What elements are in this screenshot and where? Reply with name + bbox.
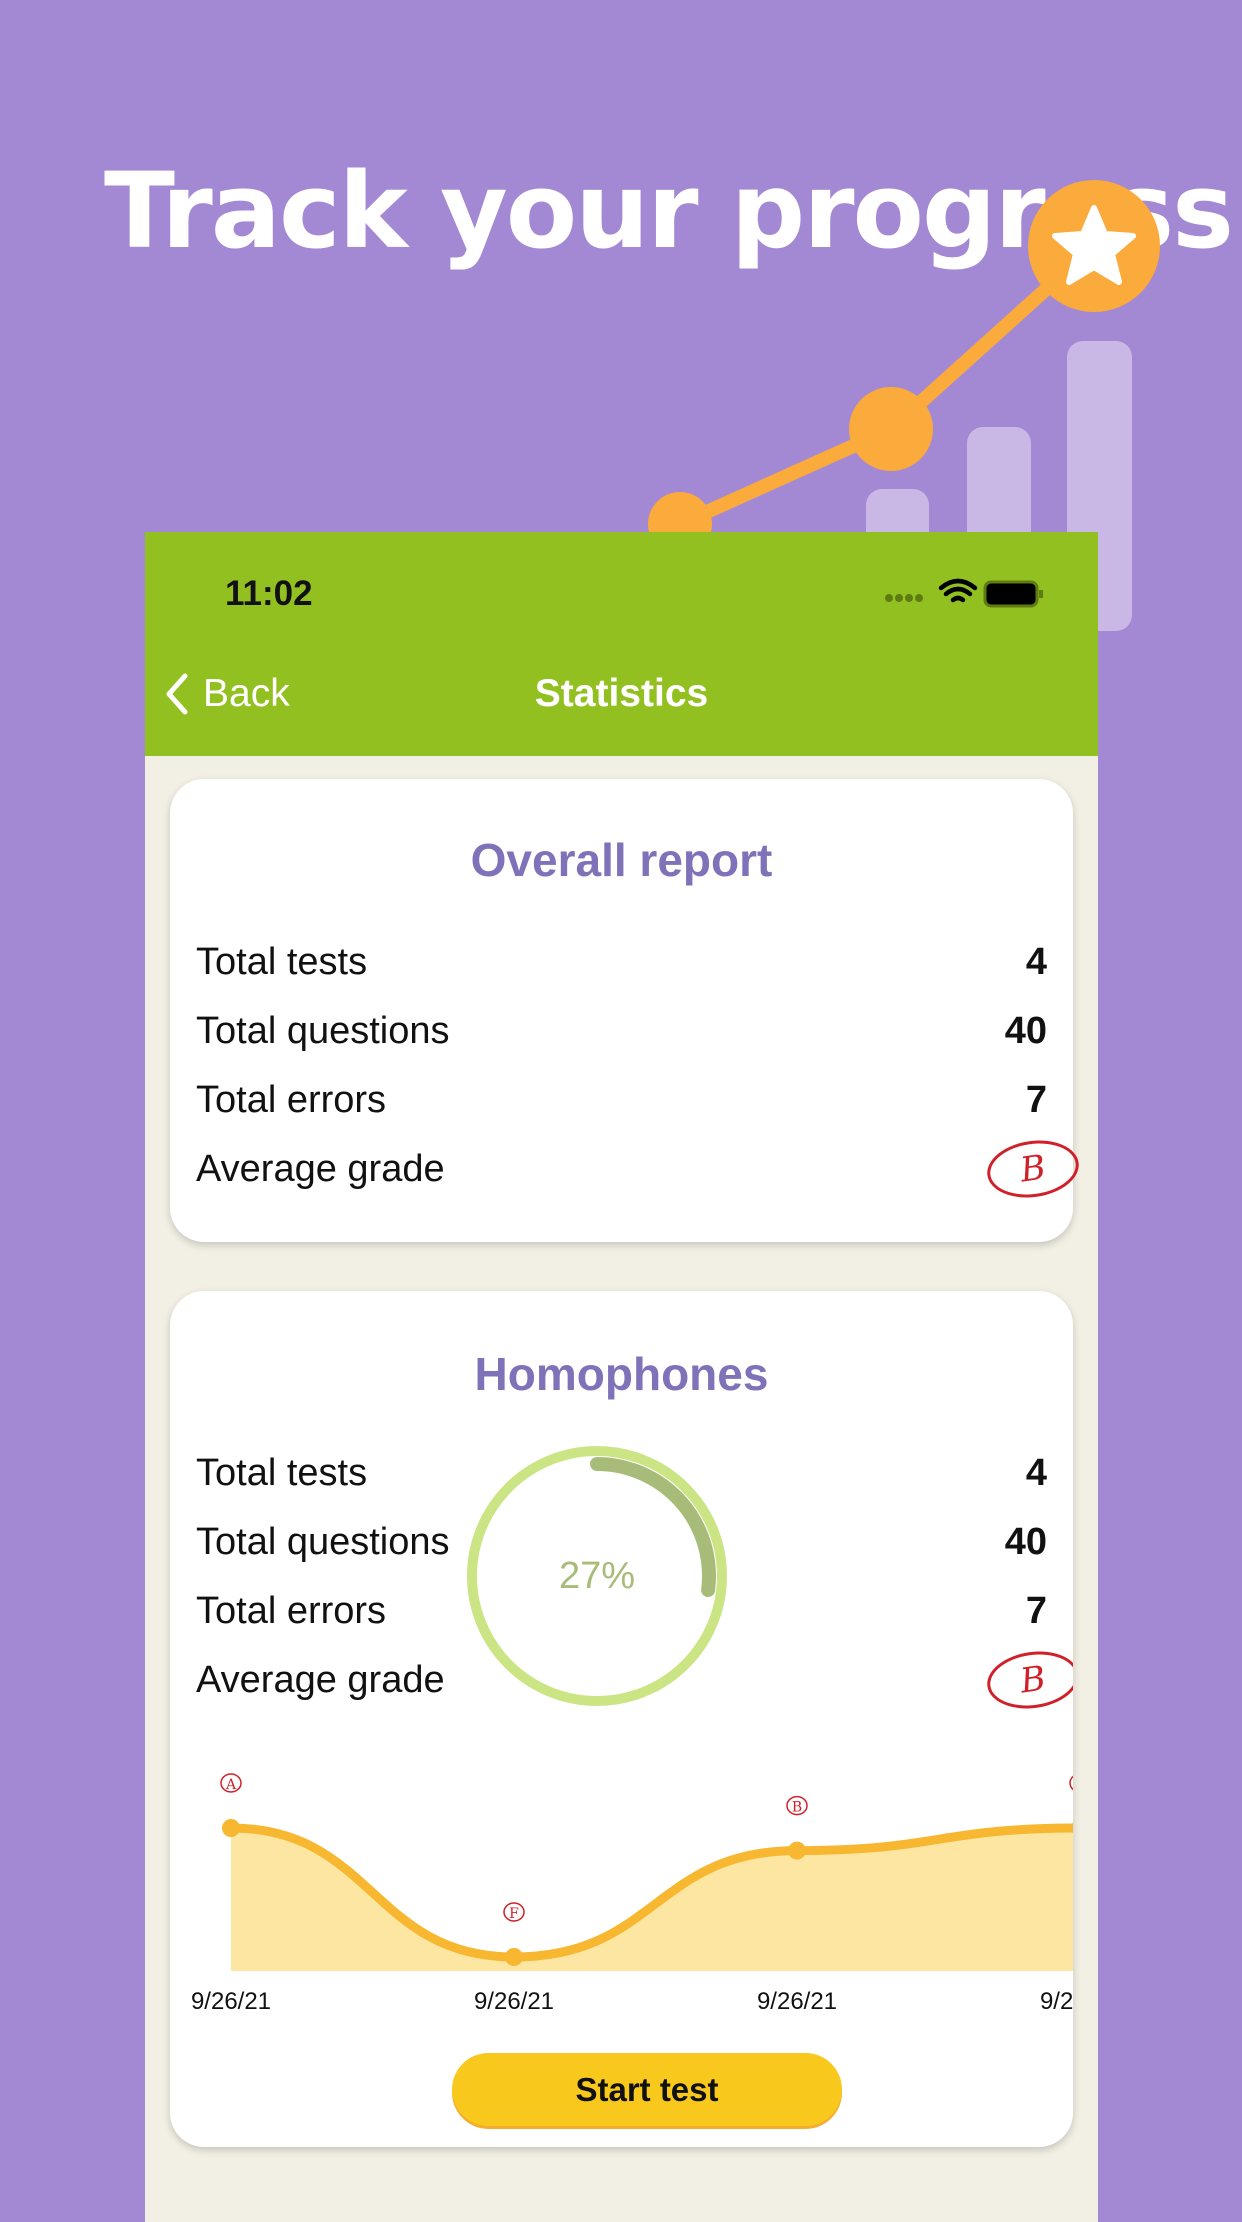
chart-point xyxy=(1071,1822,1073,1834)
nav-bar: 11:02 Back Statistics xyxy=(145,532,1098,756)
point-grade-label: A xyxy=(225,1777,237,1793)
point-grade-label: B xyxy=(792,1800,802,1816)
battery-icon xyxy=(983,580,1039,608)
status-time: 11:02 xyxy=(225,574,313,613)
grade-badge: B xyxy=(983,1134,1083,1204)
phone-screen: 11:02 Back Statistics Overall report Tot… xyxy=(145,532,1098,2222)
stat-value: 40 xyxy=(1004,1520,1047,1563)
chart-line xyxy=(230,1823,1073,1962)
stat-row: Total errors 7 xyxy=(196,1586,1047,1636)
x-tick-label: 9/26/21 xyxy=(1040,1988,1073,2015)
stat-row: Average grade B xyxy=(196,1645,1073,1715)
point-grade-circle xyxy=(503,1902,525,1922)
point-grade-label: F xyxy=(509,1906,519,1922)
x-tick-label: 9/26/21 xyxy=(757,1988,837,2015)
progress-label: 27% xyxy=(559,1555,635,1597)
card-title: Homophones xyxy=(474,1348,769,1400)
stat-value: 7 xyxy=(1025,1078,1047,1121)
point-grade-circle xyxy=(1069,1775,1073,1791)
stat-row: Total errors 7 xyxy=(196,1075,1047,1125)
status-icons xyxy=(885,578,1043,608)
stat-value: 7 xyxy=(1025,1589,1047,1632)
stat-label: Total tests xyxy=(196,1451,368,1494)
wifi-icon xyxy=(938,578,978,603)
stat-row: Total questions 40 xyxy=(196,1517,1047,1567)
stat-value: 4 xyxy=(1025,1451,1047,1494)
stat-label: Total errors xyxy=(196,1589,387,1632)
stat-label: Total tests xyxy=(196,940,368,983)
stat-label: Average grade xyxy=(196,1147,445,1190)
chart-point xyxy=(788,1841,806,1860)
progress-ring: 27% xyxy=(467,1446,727,1706)
x-tick-label: 9/26/21 xyxy=(474,1988,554,2015)
chevron-left-icon xyxy=(166,673,188,715)
chart-point xyxy=(505,1948,523,1966)
chart-area xyxy=(231,1828,1073,1971)
x-tick-label: 9/26/21 xyxy=(191,1988,271,2015)
start-test-button[interactable]: Start test xyxy=(452,2053,842,2126)
stat-row: Average grade B xyxy=(196,1134,1083,1204)
stat-label: Total questions xyxy=(196,1520,450,1563)
stat-row: Total tests 4 xyxy=(196,937,1047,987)
stat-value: 40 xyxy=(1004,1009,1047,1052)
card-title: Overall report xyxy=(470,834,773,886)
stat-value: 4 xyxy=(1025,940,1047,983)
back-label: Back xyxy=(203,672,290,715)
stat-row: Total tests 4 xyxy=(196,1448,1047,1498)
stat-label: Average grade xyxy=(196,1658,445,1701)
stat-label: Total errors xyxy=(196,1078,387,1121)
point-grade-circle xyxy=(786,1795,808,1816)
signal-dots-icon xyxy=(885,594,923,602)
back-button[interactable]: Back xyxy=(165,672,290,716)
homophones-card: Homophones 27% Total tests 4 Total questi… xyxy=(170,1291,1073,2147)
star-icon xyxy=(1052,205,1136,285)
overall-report-card: Overall report Total tests 4 Total questi… xyxy=(170,779,1083,1242)
progress-arc xyxy=(590,1457,716,1598)
dot-decor xyxy=(849,387,933,471)
page-title: Statistics xyxy=(534,672,709,715)
point-grade-circle xyxy=(220,1773,242,1793)
chart-point xyxy=(222,1819,240,1837)
stat-label: Total questions xyxy=(196,1009,450,1052)
stat-row: Total questions 40 xyxy=(196,1006,1047,1056)
